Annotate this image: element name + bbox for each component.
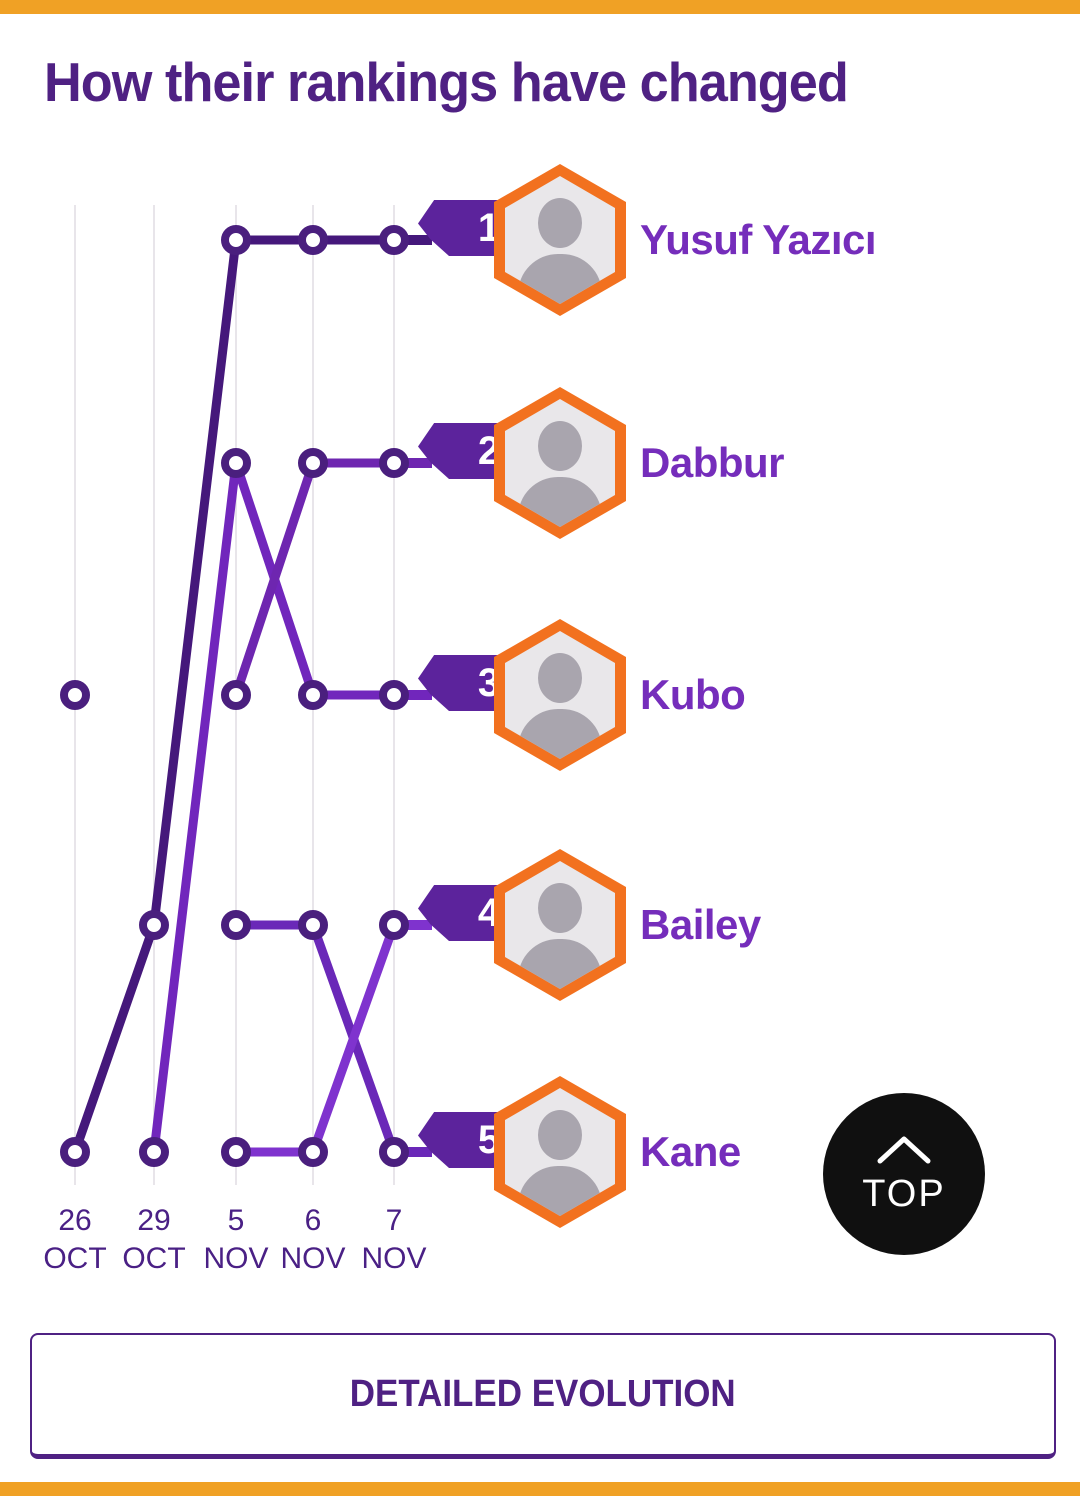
chart-node: [379, 225, 409, 255]
player-photo: [505, 1088, 615, 1216]
scroll-to-top-button[interactable]: TOP: [823, 1093, 985, 1255]
chart-node: [60, 680, 90, 710]
detailed-evolution-label: DETAILED EVOLUTION: [350, 1373, 736, 1415]
chart-node: [221, 448, 251, 478]
player-name: Kane: [640, 1127, 741, 1175]
top-border-bar: [0, 0, 1080, 14]
avatar-silhouette-icon: [538, 421, 582, 471]
x-axis-label: 26 OCT: [27, 1202, 123, 1277]
chart-node: [379, 680, 409, 710]
x-axis-label: 5 NOV: [188, 1202, 284, 1277]
player-name: Dabbur: [640, 438, 785, 486]
x-axis-day: 6: [304, 1204, 322, 1237]
avatar-silhouette-icon: [538, 198, 582, 248]
avatar-silhouette-icon: [538, 883, 582, 933]
x-axis-label: 29 OCT: [106, 1202, 202, 1277]
player-photo: [505, 399, 615, 527]
chart-node: [379, 448, 409, 478]
x-axis-label: 6 NOV: [265, 1202, 361, 1277]
chart-node: [221, 680, 251, 710]
chart-node: [139, 910, 169, 940]
player-photo-frame: [494, 1076, 626, 1228]
avatar-silhouette-icon: [538, 1110, 582, 1160]
x-axis-month: NOV: [280, 1241, 346, 1275]
x-axis-month: NOV: [203, 1241, 269, 1275]
bottom-border-bar: [0, 1482, 1080, 1496]
player-photo: [505, 176, 615, 304]
player-name: Yusuf Yazıcı: [640, 215, 877, 263]
series-line-5: [231, 920, 399, 1157]
top-button-label: TOP: [862, 1172, 946, 1215]
player-photo: [505, 861, 615, 989]
x-axis-day: 26: [58, 1204, 92, 1237]
chart-node: [298, 448, 328, 478]
chart-node: [298, 225, 328, 255]
chart-node: [139, 1137, 169, 1167]
chart-node: [221, 225, 251, 255]
chart-node: [298, 910, 328, 940]
detailed-evolution-button[interactable]: DETAILED EVOLUTION: [30, 1333, 1056, 1459]
player-name: Kubo: [640, 670, 746, 718]
player-name: Bailey: [640, 900, 761, 948]
x-axis-month: OCT: [43, 1241, 107, 1275]
avatar-silhouette-icon: [538, 653, 582, 703]
chart-node: [379, 1137, 409, 1167]
x-axis-day: 7: [385, 1204, 403, 1237]
x-axis-day: 29: [137, 1204, 171, 1237]
x-axis-month: NOV: [361, 1241, 427, 1275]
x-axis-day: 5: [227, 1204, 245, 1237]
chart-node: [221, 1137, 251, 1167]
chart-node: [379, 910, 409, 940]
player-photo: [505, 631, 615, 759]
series-line-4: [231, 920, 399, 1157]
page-title: How their rankings have changed: [44, 51, 849, 113]
chevron-up-icon: [877, 1136, 931, 1163]
x-axis-label: 7 NOV: [346, 1202, 442, 1277]
x-axis-month: OCT: [122, 1241, 186, 1275]
chart-node: [60, 1137, 90, 1167]
chart-node: [298, 680, 328, 710]
chart-node: [221, 910, 251, 940]
chart-node: [298, 1137, 328, 1167]
series-line-2: [231, 458, 399, 700]
